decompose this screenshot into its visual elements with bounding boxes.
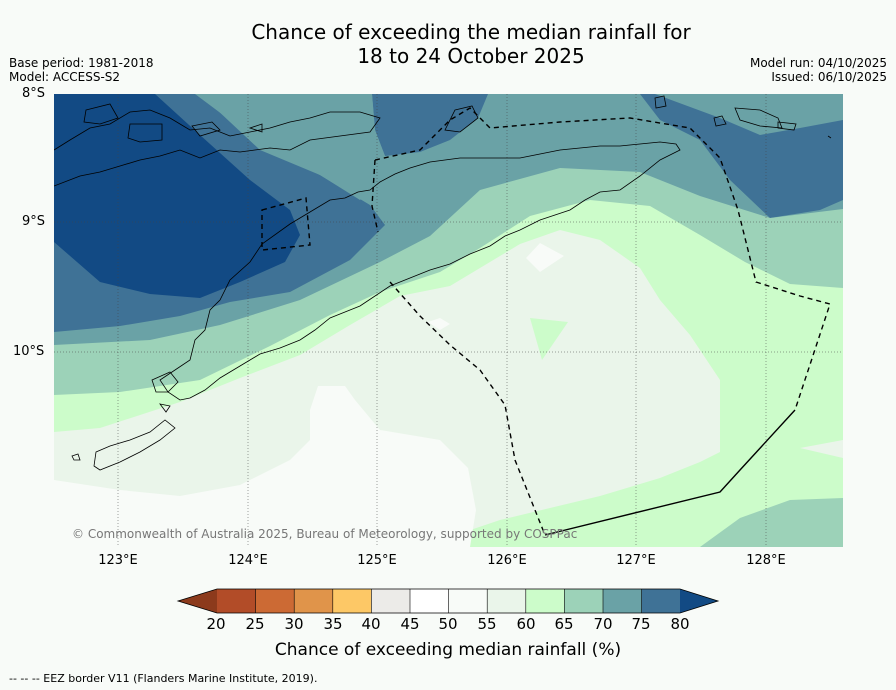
lon-label-128e: 128°E bbox=[746, 553, 786, 568]
title-line-1: Chance of exceeding the median rainfall … bbox=[251, 20, 691, 44]
lon-label-126e: 126°E bbox=[487, 553, 527, 568]
lon-label-123e: 123°E bbox=[98, 553, 138, 568]
eez-border bbox=[261, 107, 831, 536]
lon-label-127e: 127°E bbox=[616, 553, 656, 568]
model-name: Model: ACCESS-S2 bbox=[9, 70, 121, 84]
colorbar-segment-40-45 bbox=[371, 589, 410, 613]
colorbar-segment-50-55 bbox=[448, 589, 488, 613]
lon-label-125e: 125°E bbox=[357, 553, 397, 568]
colorbar-tick-75: 75 bbox=[631, 615, 651, 633]
graticule bbox=[54, 94, 843, 547]
colorbar-segment-below-20 bbox=[178, 589, 217, 613]
base-period: Base period: 1981-2018 bbox=[9, 56, 154, 70]
zone-75-80-north bbox=[372, 94, 488, 156]
zone-55-60-se bbox=[800, 440, 843, 458]
zone-50-55-dot bbox=[428, 318, 450, 330]
zone-65-70-se bbox=[700, 498, 843, 547]
colorbar-tick-35: 35 bbox=[323, 615, 343, 633]
colorbar-tick-30: 30 bbox=[284, 615, 304, 633]
meta-right: Model run: 04/10/2025 Issued: 06/10/2025 bbox=[750, 56, 887, 84]
zone-50-55 bbox=[54, 386, 476, 547]
colorbar bbox=[176, 588, 720, 614]
lat-label-9s: 9°S bbox=[22, 214, 46, 229]
colorbar-segment-25-30 bbox=[255, 589, 295, 613]
issued-date: Issued: 06/10/2025 bbox=[771, 70, 887, 84]
colorbar-tick-45: 45 bbox=[400, 615, 420, 633]
colorbar-segment-35-40 bbox=[332, 589, 372, 613]
rainfall-map bbox=[54, 94, 843, 547]
copyright-notice: © Commonwealth of Australia 2025, Bureau… bbox=[72, 527, 578, 541]
colorbar-segment-30-35 bbox=[294, 589, 333, 613]
colorbar-tick-80: 80 bbox=[670, 615, 690, 633]
title-line-2: 18 to 24 October 2025 bbox=[357, 44, 585, 68]
colorbar-segment-65-70 bbox=[564, 589, 603, 613]
colorbar-tick-55: 55 bbox=[477, 615, 497, 633]
zone-70-75-north bbox=[195, 94, 385, 200]
colorbar-segment-55-60 bbox=[487, 589, 526, 613]
colorbar-segment-20-25 bbox=[217, 589, 256, 613]
coastlines bbox=[54, 95, 832, 471]
meta-left: Base period: 1981-2018 Model: ACCESS-S2 bbox=[9, 56, 154, 84]
colorbar-segment-above-80 bbox=[680, 589, 718, 613]
zone-55-60 bbox=[54, 230, 720, 547]
colorbar-tick-20: 20 bbox=[206, 615, 226, 633]
colorbar-segment-70-75 bbox=[603, 589, 642, 613]
colorbar-tick-50: 50 bbox=[438, 615, 458, 633]
colorbar-title: Chance of exceeding median rainfall (%) bbox=[274, 640, 622, 660]
lon-label-124e: 124°E bbox=[228, 553, 268, 568]
lat-label-10s: 10°S bbox=[13, 344, 45, 359]
eez-border-solid bbox=[544, 409, 796, 536]
zone-above-80 bbox=[54, 94, 300, 298]
model-run: Model run: 04/10/2025 bbox=[749, 56, 887, 70]
map-title: Chance of exceeding the median rainfall … bbox=[0, 20, 896, 68]
colorbar-tick-65: 65 bbox=[554, 615, 574, 633]
colorbar-tick-60: 60 bbox=[516, 615, 536, 633]
colorbar-tick-40: 40 bbox=[361, 615, 381, 633]
eez-footnote: -- -- -- EEZ border V11 (Flanders Marine… bbox=[9, 672, 318, 685]
lat-label-8s: 8°S bbox=[22, 86, 46, 101]
colorbar-segment-75-80 bbox=[641, 589, 680, 613]
zone-50-55-small bbox=[526, 243, 564, 272]
colorbar-segment-45-50 bbox=[410, 589, 449, 613]
zone-60-65-small bbox=[530, 318, 568, 360]
colorbar-segment-60-65 bbox=[525, 589, 565, 613]
colorbar-tick-25: 25 bbox=[245, 615, 265, 633]
colorbar-tick-70: 70 bbox=[593, 615, 613, 633]
